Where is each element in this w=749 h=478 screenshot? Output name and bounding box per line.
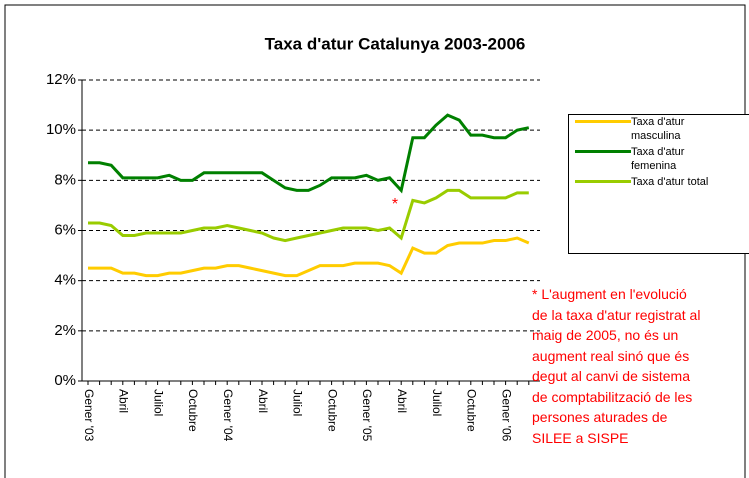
y-tick-label: 12%: [46, 71, 76, 88]
legend: Taxa d'atur masculina Taxa d'atur femenin…: [568, 114, 749, 254]
annotation: *: [392, 196, 398, 213]
y-tick-label: 4%: [54, 272, 76, 289]
y-tick-label: 10%: [46, 121, 76, 138]
note-line: degut al canvi de sistema: [532, 368, 690, 384]
legend-item: Taxa d'atur total: [569, 175, 749, 205]
note-line: de comptabilització de les: [532, 388, 693, 405]
x-tick-label: Octubre: [186, 389, 200, 432]
series-line: [88, 188, 529, 243]
series-line: [88, 236, 530, 278]
note-line: * L'augment en l'evolució: [532, 286, 687, 302]
x-tick-label: Juliol: [151, 389, 165, 416]
y-tick-label: 6%: [54, 221, 76, 238]
legend-label: Taxa d'atur femenina: [631, 146, 685, 172]
note-line: maig de 2005, no és un: [532, 327, 679, 343]
legend-item: Taxa d'atur masculina: [569, 115, 749, 145]
note-line: persones aturades de: [532, 409, 668, 425]
note-line: SILEE a SISPE: [532, 429, 629, 446]
x-tick-label: Abril: [117, 389, 131, 413]
legend-label: Taxa d'atur masculina: [631, 116, 685, 142]
note: * L'augment en l'evolució de la taxa d'at…: [532, 284, 749, 448]
x-tick-label: Gener '06: [499, 389, 513, 442]
legend-label: Taxa d'atur total: [631, 176, 709, 188]
chart-title: Taxa d'atur Catalunya 2003-2006: [265, 34, 526, 53]
legend-swatch: [575, 120, 631, 123]
x-tick-label: Gener '03: [82, 389, 96, 442]
x-tick-label: Octubre: [465, 389, 479, 432]
x-tick-label: Octubre: [325, 389, 339, 432]
y-tick-label: 8%: [54, 171, 76, 188]
x-tick-label: Abril: [395, 389, 409, 413]
x-tick-label: Gener '05: [360, 389, 374, 442]
y-tick-label: 0%: [54, 372, 76, 389]
note-line: de la taxa d'atur registrat al: [532, 306, 701, 323]
legend-swatch: [575, 150, 631, 153]
x-tick-label: Abril: [256, 389, 270, 413]
note-line: augment real sinó que és: [532, 347, 690, 364]
legend-item: Taxa d'atur femenina: [569, 145, 749, 175]
legend-swatch: [575, 180, 631, 183]
x-tick-label: Juliol: [291, 389, 305, 416]
series-line: [88, 113, 530, 194]
x-tick-label: Gener '04: [221, 389, 235, 442]
y-tick-label: 2%: [54, 322, 76, 339]
x-tick-label: Juliol: [430, 389, 444, 416]
